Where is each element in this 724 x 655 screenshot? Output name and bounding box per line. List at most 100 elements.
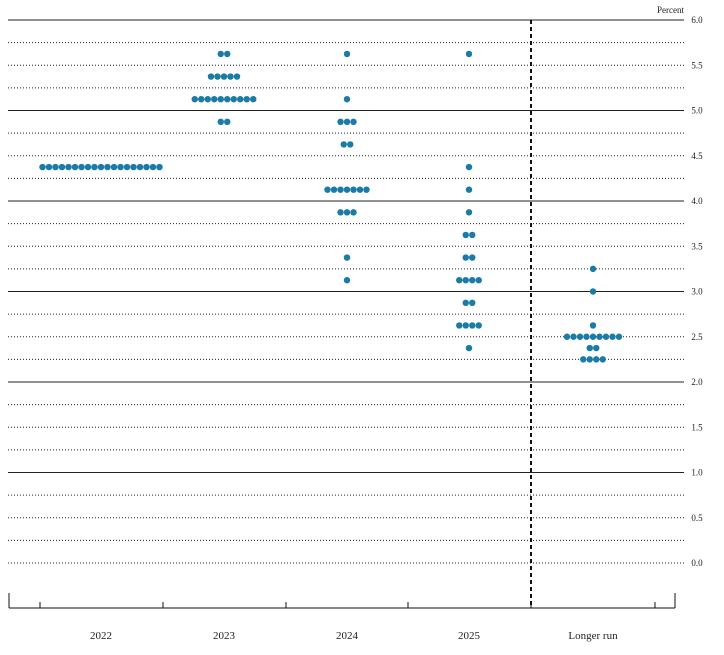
data-dot	[337, 209, 344, 216]
data-dot	[596, 333, 603, 340]
data-dot	[343, 186, 351, 193]
data-dot	[224, 95, 231, 103]
data-dot	[475, 276, 482, 284]
data-dot	[324, 186, 331, 193]
data-dot	[615, 333, 623, 340]
data-dot	[586, 356, 593, 363]
data-dot	[84, 163, 92, 171]
data-dot	[58, 163, 66, 171]
data-dot	[356, 186, 364, 193]
y-tick-label: 4.0	[691, 196, 703, 206]
data-dot	[462, 231, 469, 239]
data-dot	[580, 356, 587, 363]
data-dot	[589, 333, 597, 340]
data-dot	[350, 118, 357, 126]
y-tick-label: 1.5	[691, 422, 703, 432]
data-dot	[220, 73, 228, 80]
data-dot	[65, 163, 72, 171]
data-dot	[350, 209, 357, 216]
data-dot	[469, 254, 476, 261]
x-tick-label: 2023	[213, 630, 236, 642]
data-dot	[71, 163, 79, 171]
data-dot	[350, 186, 357, 193]
data-dot	[469, 231, 476, 239]
data-dot	[462, 276, 469, 284]
data-dot	[207, 73, 215, 80]
dot-column	[39, 163, 163, 171]
data-dot	[465, 209, 473, 216]
data-dot	[583, 333, 590, 340]
data-dot	[343, 254, 351, 261]
y-tick-label: 0.5	[691, 513, 703, 523]
data-dot	[340, 141, 347, 148]
data-dot	[337, 186, 344, 193]
data-dot	[465, 50, 473, 58]
data-dot	[462, 254, 469, 261]
dot-column	[456, 50, 482, 352]
data-dot	[91, 163, 98, 171]
data-dot	[233, 73, 241, 80]
data-dot	[589, 288, 597, 295]
data-dot	[123, 163, 131, 171]
data-dot	[586, 344, 593, 352]
data-dot	[363, 186, 370, 193]
y-tick-label: 1.0	[691, 468, 703, 478]
y-tick-label: 3.0	[691, 287, 703, 297]
y-tick-label: 2.5	[691, 332, 703, 342]
y-tick-label: 4.5	[691, 151, 703, 161]
data-dot	[191, 95, 198, 103]
data-dot	[563, 333, 571, 340]
data-dot	[78, 163, 85, 171]
dot-column	[324, 50, 370, 284]
data-dot	[589, 322, 597, 329]
x-tick-label: Longer run	[568, 630, 618, 642]
data-dot	[198, 95, 205, 103]
data-dot	[214, 73, 221, 80]
data-dot	[570, 333, 577, 340]
data-dot	[243, 95, 250, 103]
data-dot	[462, 299, 469, 307]
data-dot	[227, 73, 234, 80]
data-dot	[224, 50, 231, 58]
y-tick-label: 3.5	[691, 241, 703, 251]
data-dot	[343, 118, 351, 126]
data-dot	[576, 333, 584, 340]
data-dot	[343, 209, 351, 216]
data-dot	[217, 50, 224, 58]
data-dot	[230, 95, 237, 103]
data-dot	[217, 95, 224, 103]
data-dot	[593, 344, 600, 352]
data-dot	[475, 322, 482, 329]
data-dot	[456, 276, 463, 284]
data-dot	[462, 322, 469, 329]
data-dot	[149, 163, 157, 171]
data-dot	[599, 356, 606, 363]
dot-column	[563, 265, 623, 363]
data-dot	[465, 163, 473, 171]
data-dot	[343, 95, 351, 103]
data-dot	[337, 118, 344, 126]
data-dot	[97, 163, 105, 171]
data-dot	[609, 333, 616, 340]
y-tick-label: 6.0	[691, 15, 703, 25]
y-tick-label: 0.0	[691, 558, 703, 568]
x-tick-label: 2022	[90, 630, 112, 642]
data-dot	[130, 163, 137, 171]
data-dot	[347, 141, 354, 148]
data-dot	[211, 95, 218, 103]
x-tick-label: 2025	[458, 630, 481, 642]
y-tick-label: 5.0	[691, 106, 703, 116]
dot-column	[191, 50, 257, 126]
data-dot	[250, 95, 257, 103]
x-tick-label: 2024	[336, 630, 359, 642]
data-dot	[343, 50, 351, 58]
data-dot	[143, 163, 150, 171]
data-dot	[343, 276, 351, 284]
data-dot	[110, 163, 118, 171]
data-dot	[117, 163, 124, 171]
data-dot	[39, 163, 46, 171]
data-dot	[465, 344, 473, 352]
data-dot	[593, 356, 600, 363]
